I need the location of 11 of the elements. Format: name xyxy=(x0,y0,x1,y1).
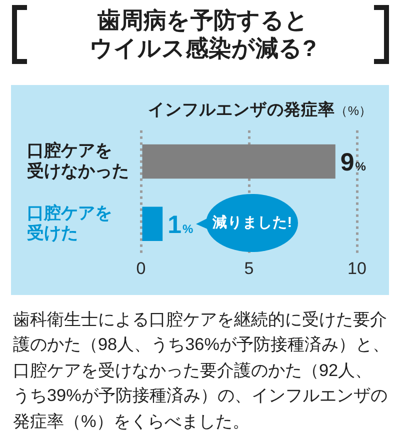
y-tick-label: 口腔ケアを受けた xyxy=(27,203,112,243)
x-tick-label: 0 xyxy=(136,258,146,278)
annotation: 減りました! xyxy=(211,214,294,233)
x-tick-label: 5 xyxy=(244,258,254,278)
y-tick-label: 口腔ケアを受けなかった xyxy=(27,141,129,180)
text: 歯科衛生士による口腔ケアを継続的に受けた要介護のかた（98人、うち36%が予防接種済み）と、口腔ケアを受けなかった要介護のかた（92人、うち39%が予防接種済み）の、インフルエンザの発症率（%）をくらべました。 xyxy=(13,309,390,431)
data-label: 1% xyxy=(168,210,194,239)
data-label: 9% xyxy=(340,148,366,177)
x-tick-label: 10 xyxy=(348,258,366,278)
x-axis-title: インフルエンザの発症率（%） xyxy=(148,101,372,119)
chart-title: 歯周病を予防するとウイルス感染が減る? xyxy=(88,6,318,62)
